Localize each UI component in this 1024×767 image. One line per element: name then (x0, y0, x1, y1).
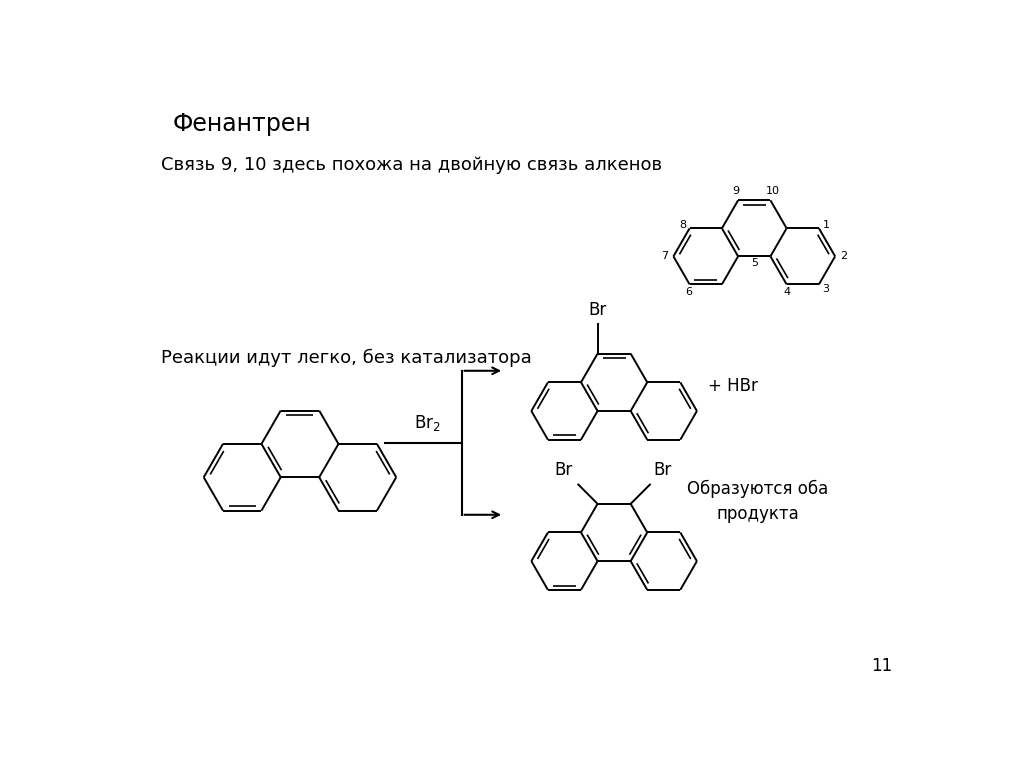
Text: 9: 9 (732, 186, 739, 196)
Text: Реакции идут легко, без катализатора: Реакции идут легко, без катализатора (162, 348, 532, 367)
Text: Связь 9, 10 здесь похожа на двойную связь алкенов: Связь 9, 10 здесь похожа на двойную связ… (162, 156, 663, 174)
Text: 8: 8 (679, 220, 686, 230)
Text: 4: 4 (783, 287, 791, 297)
Text: 2: 2 (840, 252, 847, 262)
Text: Образуются оба
продукта: Образуются оба продукта (687, 480, 828, 523)
Text: Br: Br (554, 461, 572, 479)
Text: Br$_2$: Br$_2$ (414, 413, 440, 433)
Text: 6: 6 (685, 287, 692, 297)
Text: 11: 11 (870, 657, 892, 675)
Text: Br: Br (653, 461, 672, 479)
Text: Фенантрен: Фенантрен (173, 113, 311, 137)
Text: 3: 3 (822, 284, 829, 294)
Text: 1: 1 (822, 220, 829, 230)
Text: + HBr: + HBr (708, 377, 758, 395)
Text: Br: Br (589, 301, 606, 319)
Text: 7: 7 (662, 252, 669, 262)
Text: 10: 10 (766, 186, 779, 196)
Text: 5: 5 (751, 258, 758, 268)
